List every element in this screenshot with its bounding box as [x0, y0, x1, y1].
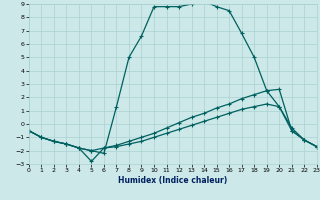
- X-axis label: Humidex (Indice chaleur): Humidex (Indice chaleur): [118, 176, 228, 185]
